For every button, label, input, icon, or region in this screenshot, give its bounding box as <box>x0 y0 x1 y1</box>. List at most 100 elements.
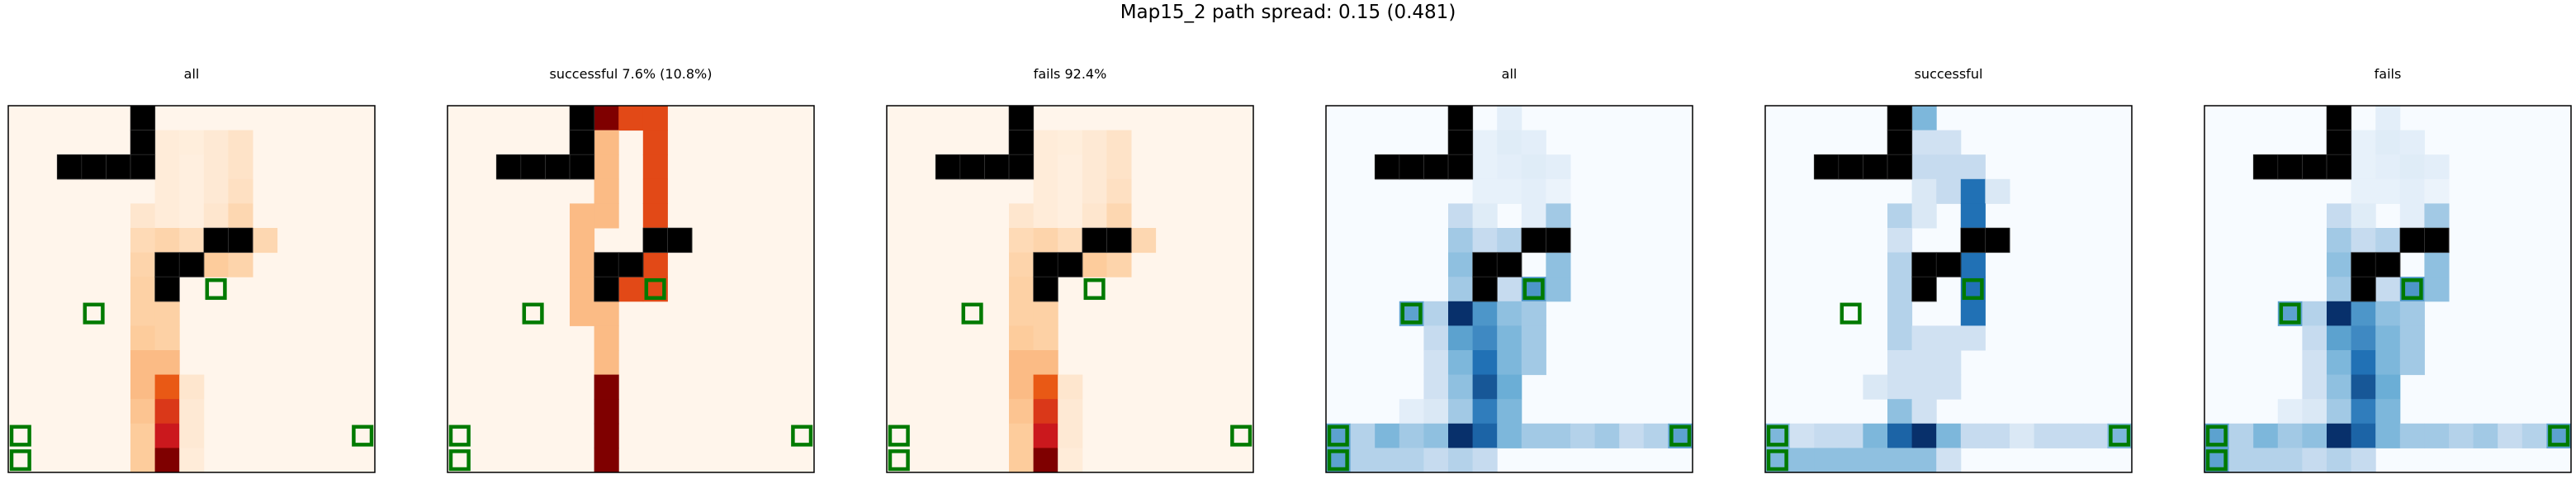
heat-cell <box>1911 350 1937 376</box>
heat-cell <box>1521 178 1546 204</box>
heat-cell <box>1887 252 1913 277</box>
wall-cell <box>2327 154 2352 180</box>
wall-cell <box>1082 228 1107 254</box>
wall-edge <box>1887 154 1912 180</box>
wall-cell <box>2424 228 2450 254</box>
heat-cell <box>228 178 253 204</box>
heat-cell <box>2327 374 2352 400</box>
wall-cell <box>1472 252 1498 277</box>
heat-cell <box>2302 399 2327 424</box>
heat-cell <box>1887 277 1913 302</box>
heat-cell <box>1399 399 1424 424</box>
wall-edge <box>2375 252 2401 277</box>
heat-cell <box>618 277 644 302</box>
target-marker <box>2548 424 2570 447</box>
wall-cell <box>130 154 156 180</box>
heat-cell <box>179 374 205 400</box>
heat-cell <box>2058 423 2084 448</box>
heat-cell <box>1009 277 1035 302</box>
wall-cell <box>130 130 156 155</box>
wall-cell <box>2277 154 2303 180</box>
heat-cell <box>594 301 619 326</box>
heat-cell <box>1423 448 1449 473</box>
heat-cell <box>130 203 156 229</box>
heat-cell <box>2228 423 2254 448</box>
heat-cell <box>154 325 180 351</box>
heat-cell <box>2302 350 2327 376</box>
heat-cell <box>1887 228 1913 254</box>
heat-cell <box>2351 399 2376 424</box>
heat-cell <box>1911 178 1937 204</box>
heat-cell <box>1009 448 1035 473</box>
heat-cell <box>1082 178 1107 204</box>
heat-cell <box>1033 301 1058 326</box>
heat-cell <box>2375 301 2401 326</box>
heat-cell <box>1546 277 1571 302</box>
heat-cell <box>594 399 619 424</box>
heat-cell <box>1082 252 1107 277</box>
heat-cell <box>2302 448 2327 473</box>
heat-cell <box>2399 325 2425 351</box>
target-marker <box>644 277 666 301</box>
heat-cell <box>1350 448 1376 473</box>
heat-cell <box>1887 325 1913 351</box>
panel-title-4: all <box>1501 66 1518 82</box>
heat-cell <box>1033 178 1058 204</box>
heat-cell <box>203 154 229 180</box>
heat-cell <box>154 301 180 326</box>
heat-cell <box>2327 350 2352 376</box>
heat-cell <box>2351 374 2376 400</box>
heat-cell <box>130 374 156 400</box>
wall-cell <box>1058 252 1083 277</box>
heat-cell <box>2327 423 2352 448</box>
heat-cell <box>203 178 229 204</box>
heat-cell <box>1448 301 1474 326</box>
wall-edge <box>1935 252 1962 277</box>
target-marker <box>888 449 910 472</box>
heat-cell <box>130 350 156 376</box>
wall-edge <box>2351 276 2376 302</box>
wall-cell <box>618 252 644 277</box>
heat-cell <box>154 130 180 155</box>
heat-cell <box>1521 325 1546 351</box>
wall-edge <box>1985 227 2010 253</box>
heat-cell <box>1033 374 1058 400</box>
heat-cell <box>2351 448 2376 473</box>
heat-cell <box>1497 301 1522 326</box>
panel-3 <box>886 105 1254 473</box>
heat-cell <box>1863 448 1888 473</box>
wall-edge <box>1057 252 1083 277</box>
wall-cell <box>106 154 131 180</box>
panel-frame <box>2204 105 2572 473</box>
heat-cell <box>2253 423 2279 448</box>
target-marker <box>9 449 31 472</box>
wall-cell <box>1009 106 1035 131</box>
heat-cell <box>1033 203 1058 229</box>
heat-cell <box>2351 301 2376 326</box>
heat-cell <box>228 154 253 180</box>
wall-edge <box>154 276 180 302</box>
heat-cell <box>2351 325 2376 351</box>
heat-cell <box>2082 423 2108 448</box>
heat-cell <box>1814 423 1840 448</box>
wall-edge <box>1911 276 1937 302</box>
wall-cell <box>1009 130 1035 155</box>
target-marker <box>1327 449 1349 472</box>
heat-cell <box>1887 374 1913 400</box>
wall-cell <box>1911 277 1937 302</box>
heat-cell <box>154 423 180 448</box>
heat-cell <box>1423 423 1449 448</box>
heat-cell <box>1472 448 1498 473</box>
target-marker <box>1400 302 1423 325</box>
heat-cell <box>642 203 668 229</box>
heat-cell <box>1546 178 1571 204</box>
heat-cell <box>594 130 619 155</box>
heat-cell <box>2473 423 2498 448</box>
heat-cell <box>642 130 668 155</box>
wall-cell <box>1936 252 1962 277</box>
wall-edge <box>1472 276 1498 302</box>
heat-cell <box>1033 154 1058 180</box>
heat-cell <box>130 325 156 351</box>
heat-cell <box>1911 325 1937 351</box>
wall-edge <box>178 252 205 277</box>
